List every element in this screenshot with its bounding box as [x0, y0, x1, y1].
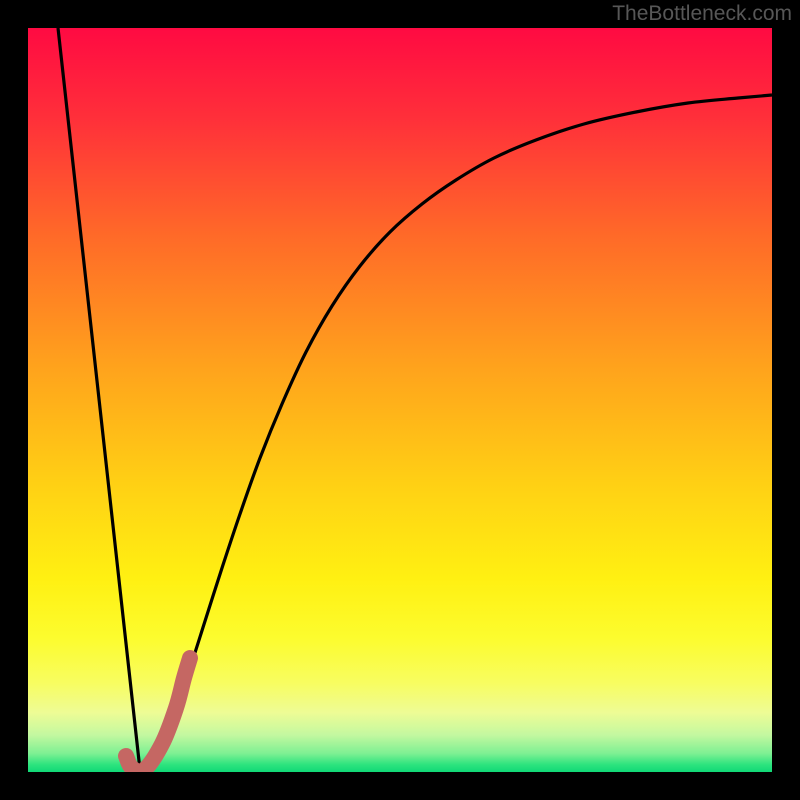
plot-background — [28, 28, 772, 772]
plot-area — [28, 28, 772, 772]
chart-frame: TheBottleneck.com — [0, 0, 800, 800]
watermark-text: TheBottleneck.com — [612, 2, 792, 26]
plot-svg — [28, 28, 772, 772]
